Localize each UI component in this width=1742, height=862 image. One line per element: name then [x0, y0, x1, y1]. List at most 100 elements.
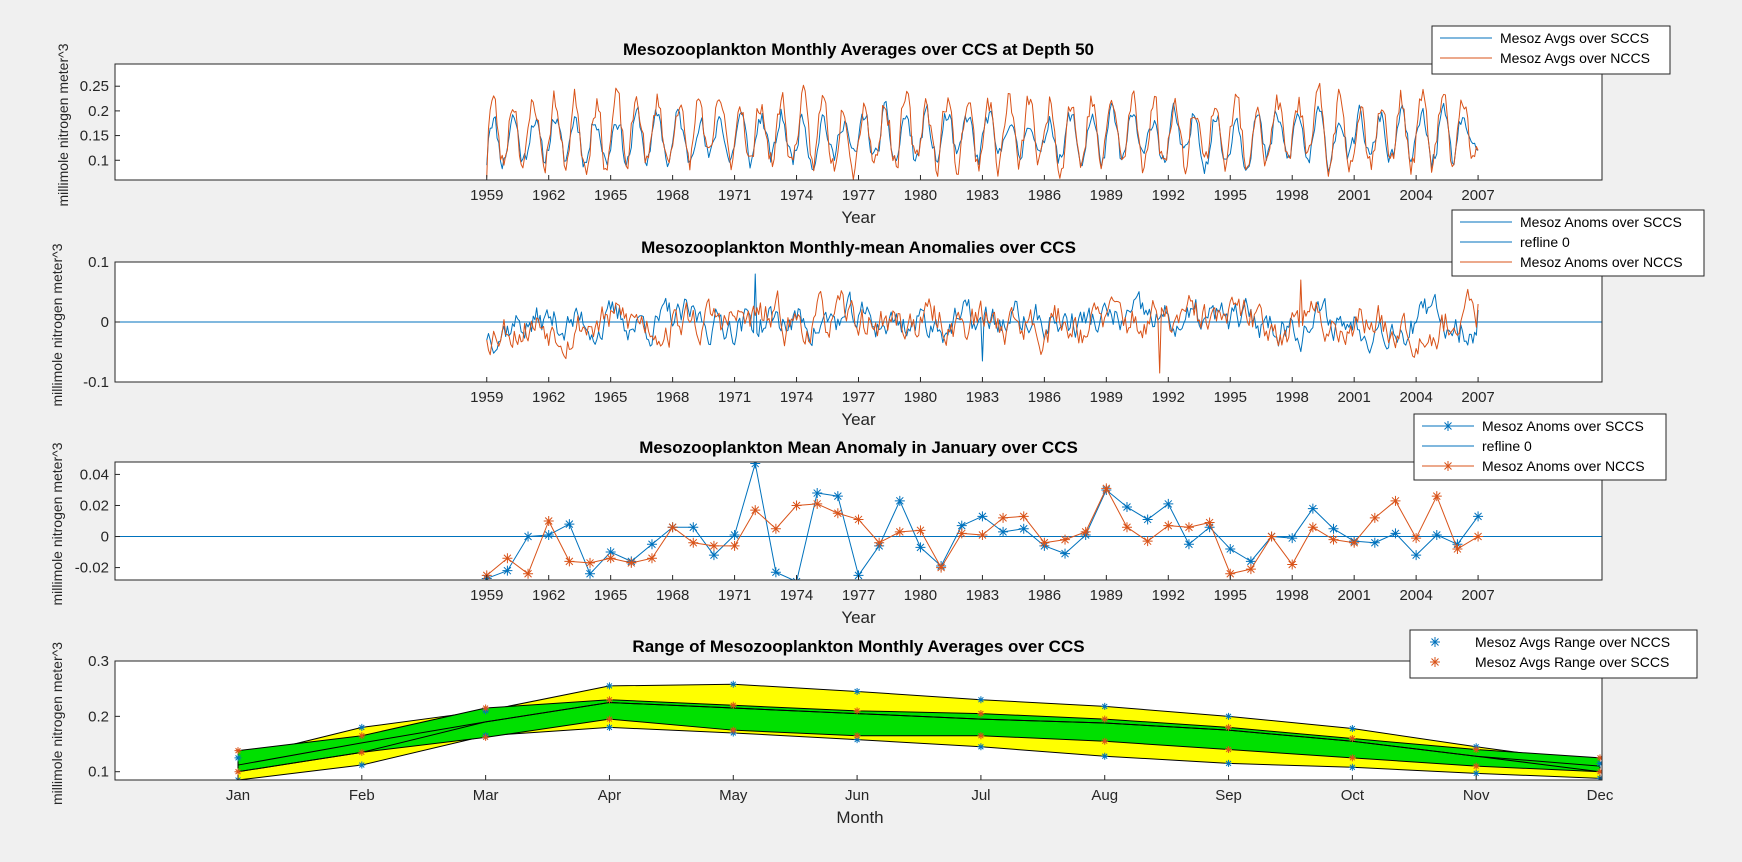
x-tick-label: 1962 — [532, 389, 565, 406]
data-marker — [791, 500, 802, 511]
data-marker — [1349, 537, 1360, 548]
legend-marker — [1443, 421, 1453, 431]
chart-title: Mesozooplankton Monthly Averages over CC… — [623, 40, 1094, 59]
chart-panel-2: 1959 1962 1965 1968 1971 1974 1977 1980 1983 1986… — [49, 209, 1705, 429]
x-tick-label: 2007 — [1461, 389, 1494, 406]
x-tick-label: 1977 — [842, 587, 875, 604]
data-marker — [894, 495, 905, 506]
x-tick-label: 1974 — [780, 587, 813, 604]
x-tick-label: 1980 — [904, 587, 937, 604]
data-marker — [956, 528, 967, 539]
legend-label: Mesoz Anoms over SCCS — [1482, 418, 1644, 434]
x-tick-label: 1995 — [1214, 389, 1247, 406]
data-marker — [523, 568, 534, 579]
range-marker — [1101, 702, 1109, 710]
data-marker — [750, 462, 761, 469]
axes-box — [114, 660, 1603, 781]
data-marker — [646, 539, 657, 550]
data-marker — [1121, 522, 1132, 533]
legend-box — [1413, 413, 1667, 481]
y-axis-label: millimole nitrogen meter^3 — [49, 642, 65, 805]
y-axis-label: millimole nitrogen meter^3 — [49, 243, 65, 406]
x-tick-label: 1983 — [966, 187, 999, 204]
data-marker — [1183, 539, 1194, 550]
data-marker — [812, 488, 823, 499]
y-tick-label: 0.1 — [88, 152, 109, 169]
data-marker — [1473, 531, 1484, 542]
legend-label: Mesoz Anoms over NCCS — [1520, 254, 1683, 270]
data-marker — [1245, 556, 1256, 567]
data-marker — [1245, 564, 1256, 575]
data-marker — [977, 529, 988, 540]
legend[interactable]: Mesoz Avgs over SCCS Mesoz Avgs over NCCS — [1431, 25, 1671, 75]
range-marker — [853, 732, 861, 740]
x-tick-label: 1992 — [1152, 587, 1185, 604]
plot-area — [115, 64, 1602, 180]
data-marker — [770, 567, 781, 578]
range-marker — [1225, 759, 1233, 767]
data-marker — [729, 529, 740, 540]
range-marker — [358, 761, 366, 769]
data-marker — [1307, 522, 1318, 533]
data-marker — [894, 526, 905, 537]
series-line-nccs — [486, 279, 1479, 374]
data-marker — [1369, 512, 1380, 523]
range-marker — [1348, 725, 1356, 733]
range-marker — [1472, 769, 1480, 777]
data-marker — [1142, 514, 1153, 525]
data-marker — [998, 526, 1009, 537]
y-tick-label: -0.1 — [83, 374, 109, 391]
data-marker — [585, 568, 596, 579]
range-marker — [1225, 712, 1233, 720]
x-tick-label: 2001 — [1337, 587, 1370, 604]
range-marker — [1596, 759, 1602, 767]
data-marker — [853, 514, 864, 525]
range-marker — [1348, 763, 1356, 771]
x-tick-label: 1968 — [656, 389, 689, 406]
x-tick-label: 1986 — [1028, 389, 1061, 406]
legend-label: Mesoz Anoms over NCCS — [1482, 458, 1645, 474]
x-tick-label: 1965 — [594, 389, 627, 406]
x-tick-label: 2007 — [1461, 187, 1494, 204]
y-tick-label: 0.3 — [88, 653, 109, 670]
y-tick-label: 0 — [101, 529, 109, 546]
x-tick-label: Jul — [971, 787, 990, 804]
legend-marker — [1443, 461, 1453, 471]
x-axis-label: Month — [836, 808, 883, 827]
range-marker — [1225, 723, 1233, 731]
chart-panel-3: 1959 1962 1965 1968 1971 1974 1977 1980 1983 1986… — [49, 413, 1667, 627]
data-marker — [564, 519, 575, 530]
range-marker — [977, 732, 985, 740]
data-marker — [1204, 517, 1215, 528]
legend-marker — [1430, 657, 1440, 667]
series-line-sccs — [486, 273, 1479, 362]
legend[interactable]: Mesoz Avgs Range over NCCS Mesoz Avgs Ran… — [1409, 629, 1698, 679]
data-marker — [729, 540, 740, 551]
x-axis-label: Year — [841, 608, 876, 627]
range-marker — [977, 710, 985, 718]
x-tick-label: 1992 — [1152, 389, 1185, 406]
y-tick-label: 0.1 — [88, 254, 109, 271]
mean-line-2 — [237, 702, 1601, 773]
x-tick-label: 1989 — [1090, 389, 1123, 406]
legend[interactable]: Mesoz Anoms over SCCS refline 0 Mesoz Anom… — [1413, 413, 1667, 481]
legend[interactable]: Mesoz Anoms over SCCS refline 0 Mesoz Anom… — [1451, 209, 1705, 277]
x-tick-label: 1986 — [1028, 587, 1061, 604]
data-marker — [956, 520, 967, 531]
x-tick-label: 1989 — [1090, 587, 1123, 604]
data-marker — [1431, 491, 1442, 502]
data-marker — [1225, 543, 1236, 554]
data-marker — [977, 511, 988, 522]
data-marker — [708, 550, 719, 561]
x-tick-label: 1971 — [718, 389, 751, 406]
range-marker — [605, 715, 613, 723]
y-tick-label: 0.15 — [80, 128, 109, 145]
x-tick-label: 2001 — [1337, 187, 1370, 204]
x-tick-label: Oct — [1341, 787, 1365, 804]
data-marker — [874, 537, 885, 548]
data-marker — [1080, 526, 1091, 537]
data-marker — [1266, 531, 1277, 542]
range-marker — [482, 733, 490, 741]
x-tick-label: 1995 — [1214, 587, 1247, 604]
x-tick-label: 1998 — [1276, 187, 1309, 204]
